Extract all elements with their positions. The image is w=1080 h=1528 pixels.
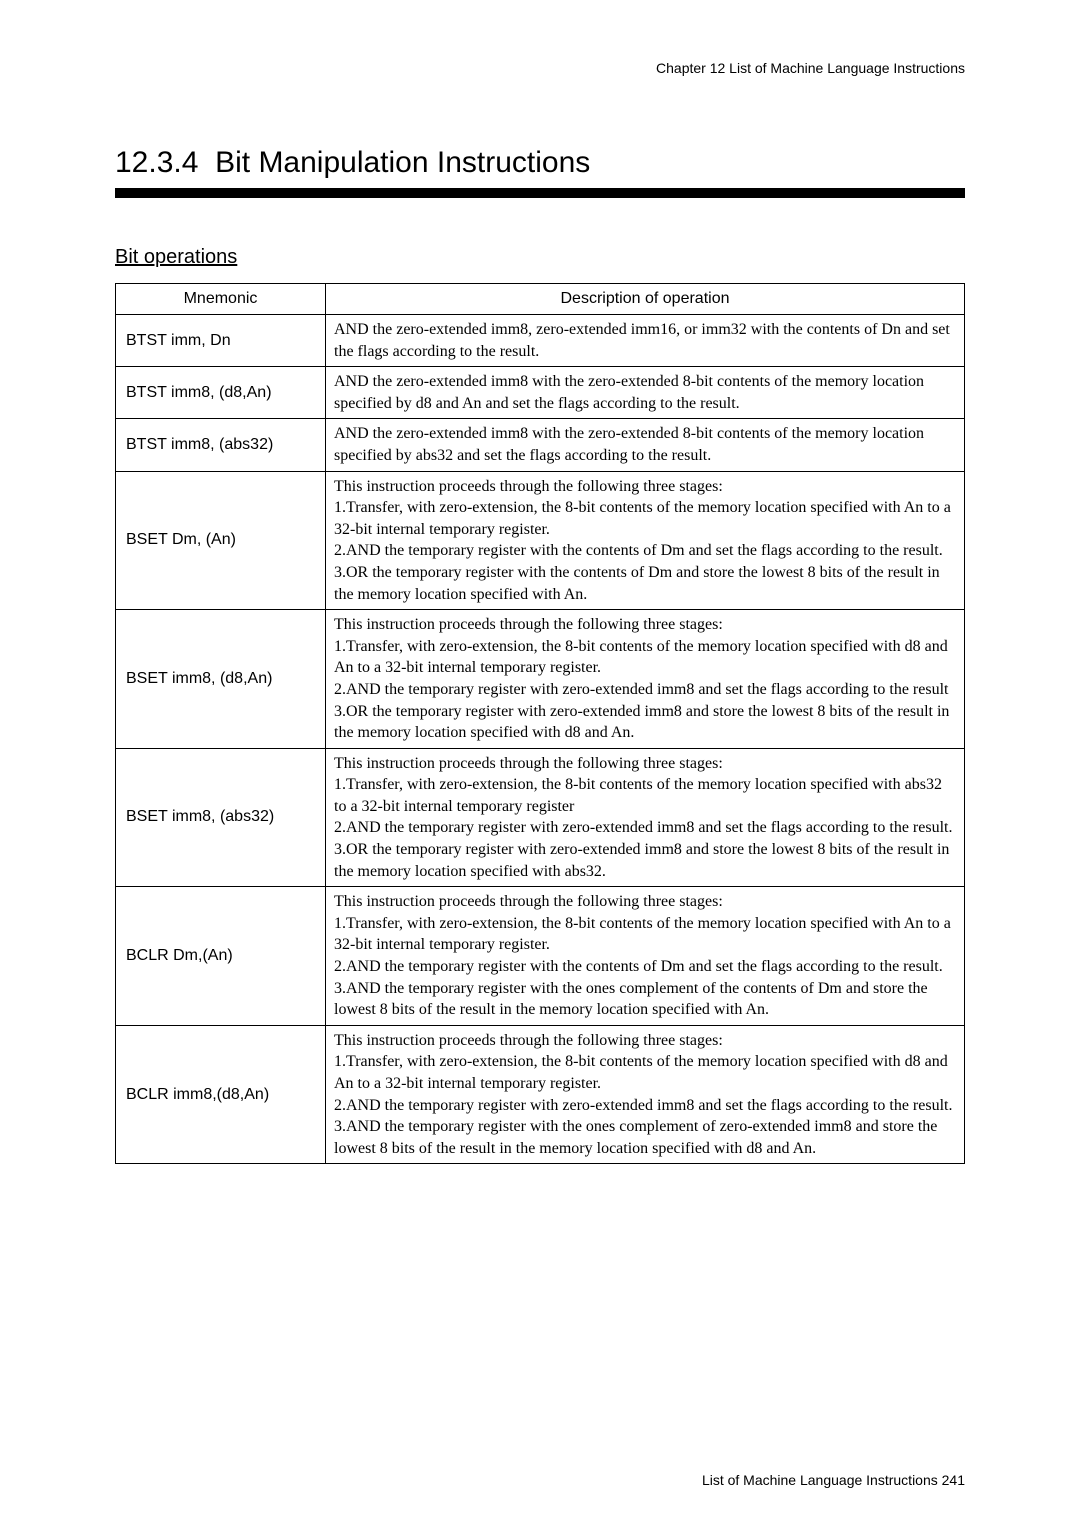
table-row: BSET imm8, (abs32) This instruction proc… (116, 748, 965, 887)
title-divider-bar (115, 188, 965, 198)
table-row: BTST imm, Dn AND the zero-extended imm8,… (116, 315, 965, 367)
cell-description: This instruction proceeds through the fo… (326, 887, 965, 1026)
page-header: Chapter 12 List of Machine Language Inst… (115, 60, 965, 76)
cell-mnemonic: BTST imm, Dn (116, 315, 326, 367)
cell-mnemonic: BSET Dm, (An) (116, 471, 326, 610)
cell-mnemonic: BTST imm8, (d8,An) (116, 367, 326, 419)
cell-description: This instruction proceeds through the fo… (326, 1025, 965, 1164)
table-row: BTST imm8, (d8,An) AND the zero-extended… (116, 367, 965, 419)
cell-description: AND the zero-extended imm8 with the zero… (326, 367, 965, 419)
header-description: Description of operation (326, 284, 965, 315)
header-mnemonic: Mnemonic (116, 284, 326, 315)
cell-mnemonic: BTST imm8, (abs32) (116, 419, 326, 471)
table-row: BCLR Dm,(An) This instruction proceeds t… (116, 887, 965, 1026)
cell-description: AND the zero-extended imm8 with the zero… (326, 419, 965, 471)
section-number: 12.3.4 (115, 146, 198, 179)
section-title: 12.3.4 Bit Manipulation Instructions (115, 146, 965, 180)
cell-description: This instruction proceeds through the fo… (326, 471, 965, 610)
cell-mnemonic: BSET imm8, (d8,An) (116, 610, 326, 749)
table-body: BTST imm, Dn AND the zero-extended imm8,… (116, 315, 965, 1164)
table-row: BTST imm8, (abs32) AND the zero-extended… (116, 419, 965, 471)
table-row: BSET imm8, (d8,An) This instruction proc… (116, 610, 965, 749)
table-header-row: Mnemonic Description of operation (116, 284, 965, 315)
page-footer: List of Machine Language Instructions 24… (702, 1472, 965, 1488)
section-name: Bit Manipulation Instructions (215, 146, 590, 179)
cell-description: This instruction proceeds through the fo… (326, 748, 965, 887)
table-caption: Bit operations (115, 246, 965, 269)
table-row: BCLR imm8,(d8,An) This instruction proce… (116, 1025, 965, 1164)
cell-mnemonic: BCLR Dm,(An) (116, 887, 326, 1026)
cell-description: This instruction proceeds through the fo… (326, 610, 965, 749)
bit-operations-table: Mnemonic Description of operation BTST i… (115, 283, 965, 1164)
cell-description: AND the zero-extended imm8, zero-extende… (326, 315, 965, 367)
cell-mnemonic: BSET imm8, (abs32) (116, 748, 326, 887)
cell-mnemonic: BCLR imm8,(d8,An) (116, 1025, 326, 1164)
table-row: BSET Dm, (An) This instruction proceeds … (116, 471, 965, 610)
